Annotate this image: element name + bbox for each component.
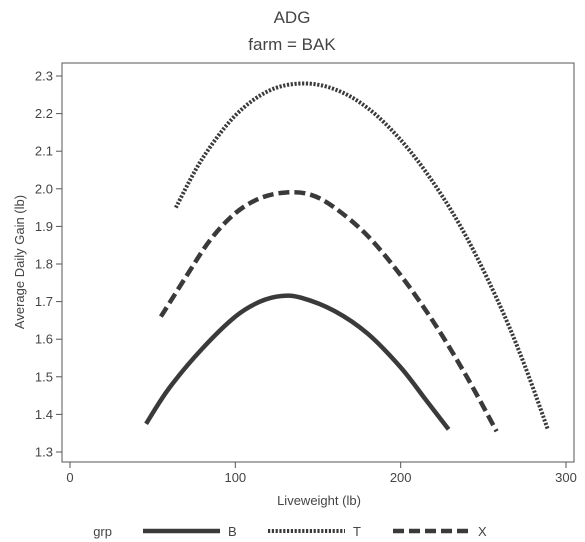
x-tick-label: 0	[66, 470, 73, 485]
y-tick-label: 2.3	[35, 69, 53, 84]
y-axis: 1.3 1.4 1.5 1.6 1.7 1.8 1.9 2.0 2.1 2.2 2.3	[35, 69, 62, 460]
x-tick-label: 200	[390, 470, 412, 485]
y-tick-label: 1.5	[35, 369, 53, 384]
y-tick-label: 1.9	[35, 219, 53, 234]
legend-label-t: T	[353, 524, 361, 539]
legend-title: grp	[93, 524, 112, 539]
y-tick-label: 2.2	[35, 106, 53, 121]
legend-label-b: B	[228, 524, 237, 539]
x-axis: 0 100 200 300	[66, 462, 577, 485]
series-line-x	[159, 189, 499, 433]
series-line-b	[144, 293, 451, 431]
y-tick-label: 1.4	[35, 407, 53, 422]
y-axis-label: Average Daily Gain (lb)	[12, 195, 27, 329]
series-line-t	[174, 81, 550, 431]
chart-subtitle: farm = BAK	[248, 35, 336, 54]
chart-title: ADG	[274, 8, 311, 27]
y-tick-label: 1.6	[35, 332, 53, 347]
legend: grp B T X	[93, 524, 487, 539]
y-tick-label: 2.1	[35, 144, 53, 159]
y-tick-label: 2.0	[35, 181, 53, 196]
y-tick-label: 1.8	[35, 257, 53, 272]
x-tick-label: 100	[224, 470, 246, 485]
legend-label-x: X	[478, 524, 487, 539]
y-tick-label: 1.3	[35, 445, 53, 460]
plot-frame	[61, 62, 575, 463]
x-axis-label: Liveweight (lb)	[277, 493, 361, 508]
x-tick-label: 300	[555, 470, 577, 485]
series-layer	[144, 81, 550, 433]
y-tick-label: 1.7	[35, 294, 53, 309]
